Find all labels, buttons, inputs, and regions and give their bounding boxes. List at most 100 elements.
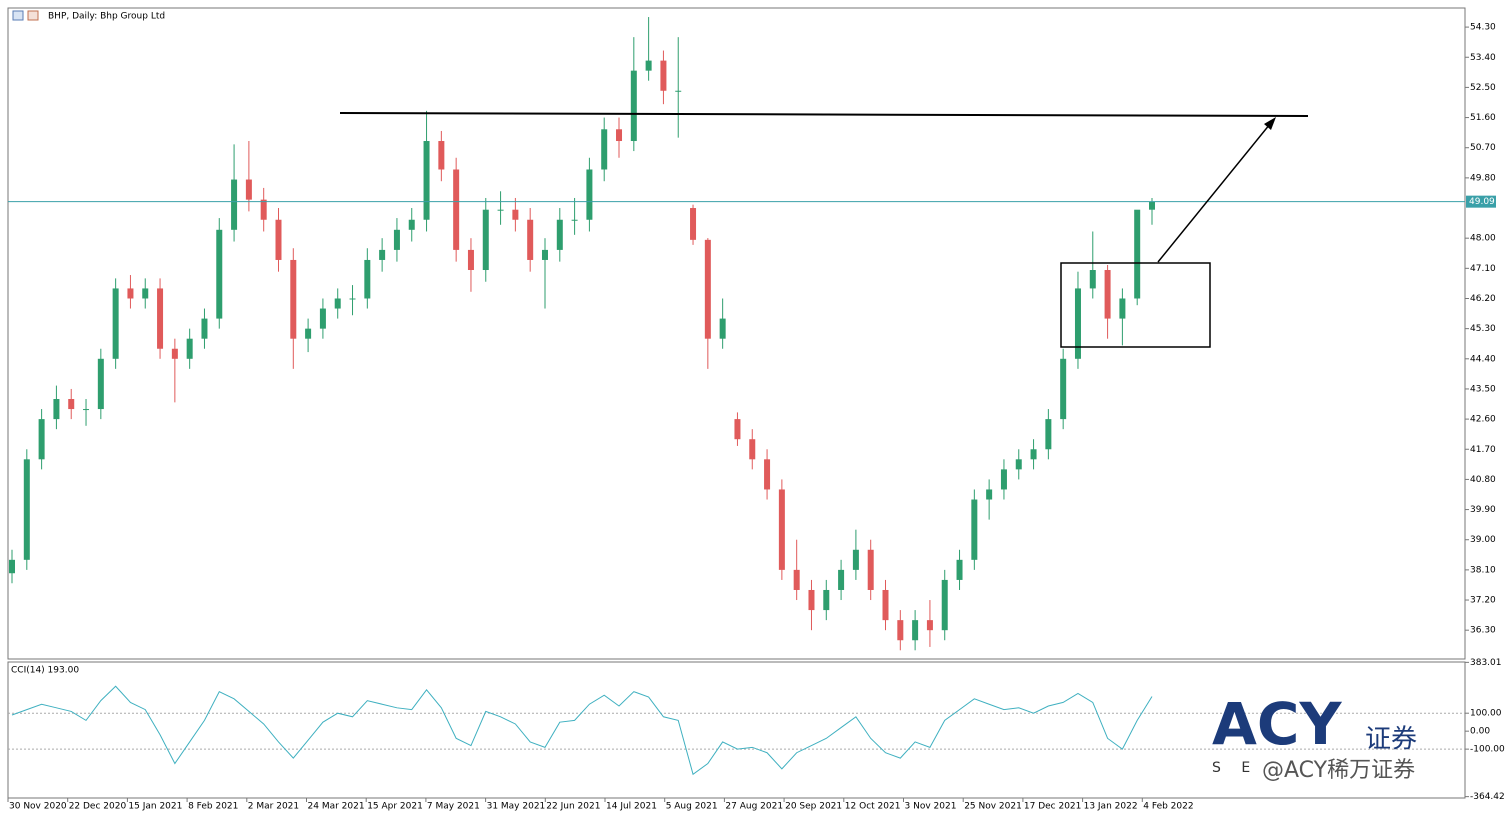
candle-body [749,439,756,460]
candle-body [704,239,711,339]
candle-body [764,459,771,490]
candle-body [1030,449,1037,460]
candle-body [1045,419,1052,450]
candle-body [157,288,164,349]
candle-body [260,199,267,220]
x-tick-label: 30 Nov 2020 [9,802,67,812]
y-tick-label: 54.30 [1470,23,1496,33]
candle-body [527,219,534,260]
candle-body [68,399,75,410]
candle-body [660,60,667,91]
y-tick-label: 45.30 [1470,324,1496,334]
y-tick-label: 42.60 [1470,415,1496,425]
candle-body [645,60,652,71]
candle-body [53,399,60,420]
watermark-brand: ACY [1212,690,1342,758]
candle-body [393,229,400,250]
candle-body [482,209,489,271]
y-tick-label: 44.40 [1470,354,1496,364]
y-tick-label: -364.42 [1470,792,1505,802]
candle-body [1060,358,1067,420]
x-tick-label: 13 Jan 2022 [1084,802,1138,812]
candle-body [556,219,563,250]
x-tick-label: 25 Nov 2021 [964,802,1022,812]
y-tick-label: 46.20 [1470,294,1496,304]
candle-body [142,288,149,299]
candle-body [882,589,889,621]
candle-body [216,229,223,319]
candle-body [83,409,90,411]
y-tick-label: 53.40 [1470,53,1496,63]
candle-body [497,209,504,211]
cci-line [11,685,1153,776]
y-tick-label: 39.00 [1470,535,1496,545]
candle-body [541,249,548,260]
candle-body [956,559,963,580]
x-tick-label: 20 Sep 2021 [785,802,842,812]
x-tick-label: 15 Apr 2021 [367,802,423,812]
last-price-label: 49.09 [1469,197,1495,207]
y-tick-label: 383.01 [1470,658,1502,668]
candle-body [231,179,238,230]
candle-body [186,338,193,359]
x-tick-label: 2 Mar 2021 [248,802,299,812]
y-tick-label: 100.00 [1470,709,1502,719]
candle-body [601,129,608,170]
y-tick-label: 40.80 [1470,475,1496,485]
x-tick-label: 14 Jul 2021 [606,802,657,812]
candle-body [1149,201,1155,210]
candle-body [290,259,297,339]
candle-body [23,459,30,560]
candle-body [305,328,312,339]
y-tick-label: 0.00 [1470,727,1490,737]
candle-body [586,169,593,220]
x-tick-label: 5 Aug 2021 [666,802,718,812]
candle-body [1089,270,1096,289]
candle-body [1000,469,1007,490]
y-tick-label: 38.10 [1470,565,1496,575]
candle-body [852,549,859,570]
consolidation-box [1060,262,1211,348]
candle-body [275,219,282,260]
indicator-title: CCI(14) 193.00 [11,666,79,676]
y-tick-label: -100.00 [1470,745,1505,755]
candle-body [986,489,993,500]
candle-body [941,579,948,631]
price-frame [7,7,1466,660]
candle-body [690,208,697,240]
y-tick-label: 51.60 [1470,113,1496,123]
candle-body [334,298,341,309]
candle-body [734,419,741,440]
candle-body [319,308,326,329]
candle-body [379,249,386,260]
x-tick-label: 27 Aug 2021 [725,802,783,812]
x-tick-label: 12 Oct 2021 [845,802,901,812]
candle-body [408,219,415,230]
y-tick-label: 43.50 [1470,384,1496,394]
chart-title: BHP, Daily: Bhp Group Ltd [48,12,165,22]
y-tick-label: 49.80 [1470,173,1496,183]
y-tick-label: 36.30 [1470,626,1496,636]
x-tick-label: 31 May 2021 [487,802,546,812]
y-tick-label: 52.50 [1470,83,1496,93]
candle-body [127,288,134,299]
arrow [1157,123,1271,263]
candle-body [675,90,682,92]
candle-body [971,499,978,560]
y-tick-label: 50.70 [1470,143,1496,153]
candle-body [97,358,104,410]
candle-body [512,209,519,220]
candle-body [1015,459,1022,470]
watermark-sub: S E [1212,760,1258,776]
watermark-handle: @ACY稀万证券 [1262,758,1415,783]
x-tick-label: 7 May 2021 [427,802,480,812]
candle-body [1119,298,1126,319]
y-tick-label: 41.70 [1470,445,1496,455]
x-tick-label: 22 Dec 2020 [69,802,127,812]
y-tick-label: 37.20 [1470,596,1496,606]
y-tick-label: 39.90 [1470,505,1496,515]
watermark-cn: 证券 [1365,725,1417,755]
y-tick-label: 48.00 [1470,234,1496,244]
